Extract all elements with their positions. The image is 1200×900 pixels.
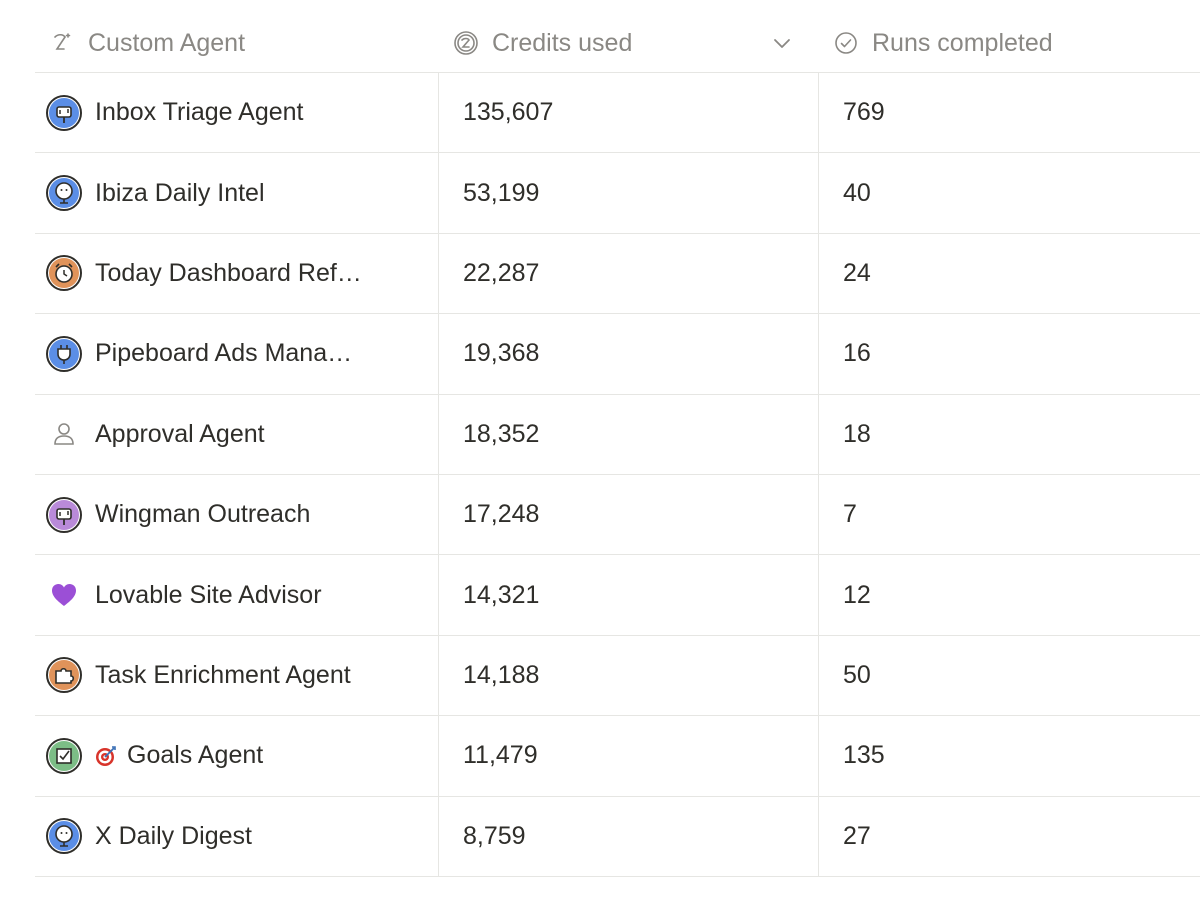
cell-credits-used[interactable]: 17,248 [439, 474, 819, 555]
cell-runs-completed[interactable]: 24 [843, 258, 871, 287]
checkbox-icon [46, 737, 82, 774]
agent-name-label: Wingman Outreach [95, 500, 311, 529]
cell-runs-completed[interactable]: 12 [843, 580, 871, 609]
agent-name: Ibiza Daily Intel [95, 179, 265, 208]
mailbox-icon [46, 94, 82, 131]
cell-credits-used[interactable]: 53,199 [439, 153, 819, 233]
cell-runs-completed[interactable]: 40 [843, 178, 871, 207]
table-row[interactable]: Goals Agent 11,479 135 [35, 716, 1200, 797]
cell-runs-completed[interactable]: 769 [843, 98, 885, 127]
agent-name-label: Inbox Triage Agent [95, 98, 304, 127]
agent-name: Approval Agent [95, 420, 265, 449]
agent-name: Task Enrichment Agent [95, 661, 351, 690]
cell-runs-completed[interactable]: 135 [843, 741, 885, 770]
cell-agent-name[interactable]: Pipeboard Ads Mana… [35, 314, 439, 394]
cell-agent-name[interactable]: Wingman Outreach [35, 474, 439, 555]
alarm-clock-icon [46, 255, 82, 292]
purple-heart-icon [46, 577, 82, 613]
column-header-credits-used[interactable]: Credits used [439, 14, 819, 72]
table-body: Inbox Triage Agent 135,607 769 Ibiza Daily … [35, 73, 1200, 877]
agent-name: Wingman Outreach [95, 500, 310, 529]
cell-runs-completed[interactable]: 16 [843, 339, 871, 368]
table-row[interactable]: Task Enrichment Agent 14,188 50 [35, 635, 1200, 717]
cell-runs-completed[interactable]: 27 [843, 821, 871, 850]
target-icon [95, 745, 117, 767]
puzzle-icon [46, 657, 82, 694]
table-row[interactable]: Lovable Site Advisor 14,321 12 [35, 555, 1200, 636]
cell-agent-name[interactable]: Lovable Site Advisor [35, 555, 439, 635]
agent-name: Today Dashboard Ref… [95, 259, 362, 288]
cell-credits-used[interactable]: 14,321 [439, 555, 819, 635]
agent-name-label: Ibiza Daily Intel [95, 178, 265, 207]
cell-credits-used[interactable]: 11,479 [439, 716, 819, 796]
cell-runs-completed[interactable]: 50 [843, 660, 871, 689]
cell-runs-completed[interactable]: 18 [843, 419, 871, 448]
plug-icon [46, 335, 82, 372]
table-row[interactable]: Today Dashboard Ref… 22,287 24 [35, 233, 1200, 315]
cell-credits-used[interactable]: 22,287 [439, 233, 819, 314]
globe-face-icon [46, 175, 82, 212]
agent-name: Goals Agent [95, 741, 263, 770]
agent-name-label: X Daily Digest [95, 821, 252, 850]
column-header-runs-completed[interactable]: Runs completed [819, 14, 1200, 72]
cell-agent-name[interactable]: Inbox Triage Agent [35, 73, 439, 153]
agent-name-label: Goals Agent [127, 741, 264, 770]
agent-name: Lovable Site Advisor [95, 581, 322, 610]
agent-name: X Daily Digest [95, 822, 252, 851]
agent-name-label: Approval Agent [95, 419, 265, 448]
cell-agent-name[interactable]: Task Enrichment Agent [35, 635, 439, 716]
cell-agent-name[interactable]: Ibiza Daily Intel [35, 153, 439, 233]
cell-credits-used[interactable]: 19,368 [439, 314, 819, 394]
globe-face-icon [46, 818, 82, 855]
agent-name: Pipeboard Ads Mana… [95, 339, 352, 368]
cell-agent-name[interactable]: Goals Agent [35, 716, 439, 796]
table-row[interactable]: Pipeboard Ads Mana… 19,368 16 [35, 314, 1200, 395]
table-header: Custom Agent Credits used [35, 14, 1200, 73]
agent-sparkle-icon [48, 29, 76, 57]
cell-credits-used[interactable]: 18,352 [439, 394, 819, 474]
person-icon [46, 416, 82, 452]
credits-coin-icon [452, 29, 480, 57]
column-header-label: Credits used [492, 28, 633, 57]
mailbox-icon [46, 496, 82, 533]
table-row[interactable]: X Daily Digest 8,759 27 [35, 796, 1200, 877]
table-row[interactable]: Ibiza Daily Intel 53,199 40 [35, 153, 1200, 234]
column-header-custom-agent[interactable]: Custom Agent [35, 14, 439, 72]
column-header-label: Runs completed [872, 28, 1053, 57]
table-row[interactable]: Approval Agent 18,352 18 [35, 394, 1200, 475]
cell-agent-name[interactable]: Today Dashboard Ref… [35, 233, 439, 314]
agent-name-label: Today Dashboard Ref… [95, 258, 362, 287]
table-row[interactable]: Inbox Triage Agent 135,607 769 [35, 73, 1200, 154]
agent-name-label: Lovable Site Advisor [95, 580, 322, 609]
check-circle-icon [832, 29, 860, 57]
agent-name-label: Task Enrichment Agent [95, 660, 351, 689]
cell-credits-used[interactable]: 14,188 [439, 635, 819, 716]
cell-agent-name[interactable]: X Daily Digest [35, 796, 439, 876]
cell-credits-used[interactable]: 135,607 [439, 73, 819, 153]
cell-runs-completed[interactable]: 7 [843, 500, 857, 529]
agent-name-label: Pipeboard Ads Mana… [95, 339, 353, 368]
column-header-label: Custom Agent [88, 28, 246, 57]
chevron-down-icon[interactable] [771, 32, 793, 54]
cell-credits-used[interactable]: 8,759 [439, 796, 819, 876]
agent-name: Inbox Triage Agent [95, 98, 303, 127]
agents-table: Custom Agent Credits used [35, 14, 1200, 877]
table-row[interactable]: Wingman Outreach 17,248 7 [35, 474, 1200, 556]
cell-agent-name[interactable]: Approval Agent [35, 394, 439, 474]
